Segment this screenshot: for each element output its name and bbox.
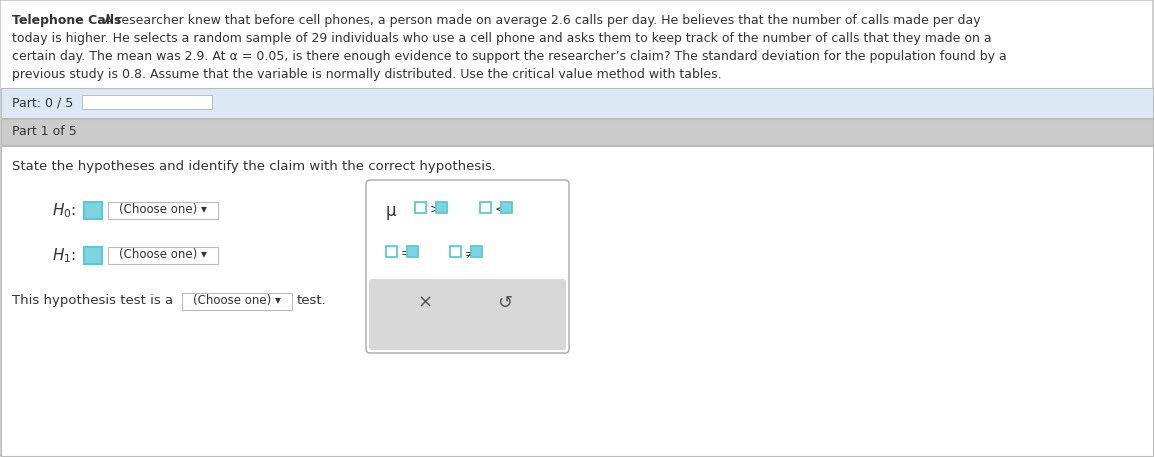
Bar — [182, 293, 292, 310]
Bar — [1, 88, 1153, 118]
Bar — [385, 246, 397, 257]
Bar — [501, 202, 512, 213]
Text: certain day. The mean was 2.9. At α = 0.05, is there enough evidence to support : certain day. The mean was 2.9. At α = 0.… — [12, 50, 1006, 63]
Text: today is higher. He selects a random sample of 29 individuals who use a cell pho: today is higher. He selects a random sam… — [12, 32, 991, 45]
Bar — [480, 202, 490, 213]
Bar — [471, 246, 482, 257]
Text: previous study is 0.8. Assume that the variable is normally distributed. Use the: previous study is 0.8. Assume that the v… — [12, 68, 721, 81]
Text: μ: μ — [385, 202, 397, 220]
Text: Part: 0 / 5: Part: 0 / 5 — [12, 96, 73, 109]
Text: ↺: ↺ — [497, 294, 512, 312]
Text: (Choose one) ▾: (Choose one) ▾ — [193, 294, 280, 307]
Text: test.: test. — [297, 294, 327, 307]
Text: State the hypotheses and identify the claim with the correct hypothesis.: State the hypotheses and identify the cl… — [12, 160, 496, 173]
Bar — [108, 202, 218, 219]
Text: Telephone Calls: Telephone Calls — [12, 14, 121, 27]
Text: $H_0$:: $H_0$: — [52, 201, 76, 220]
Text: (Choose one) ▾: (Choose one) ▾ — [119, 248, 207, 261]
Text: =: = — [400, 247, 412, 260]
Bar — [415, 202, 426, 213]
Text: <: < — [495, 203, 505, 216]
FancyBboxPatch shape — [366, 180, 569, 353]
Text: >: > — [430, 203, 441, 216]
Text: ×: × — [418, 294, 433, 312]
Bar — [407, 246, 418, 257]
FancyBboxPatch shape — [369, 279, 565, 350]
Text: ≠: ≠ — [465, 247, 475, 260]
Bar — [450, 246, 460, 257]
Bar — [84, 247, 102, 264]
Bar — [108, 247, 218, 264]
Bar — [82, 95, 212, 109]
Bar — [1, 119, 1153, 145]
Text: A researcher knew that before cell phones, a person made on average 2.6 calls pe: A researcher knew that before cell phone… — [100, 14, 981, 27]
Bar — [1, 146, 1153, 456]
Text: Part 1 of 5: Part 1 of 5 — [12, 125, 77, 138]
Bar — [436, 202, 447, 213]
Text: This hypothesis test is a: This hypothesis test is a — [12, 294, 173, 307]
Text: $H_1$:: $H_1$: — [52, 246, 76, 265]
Bar — [84, 202, 102, 219]
Text: (Choose one) ▾: (Choose one) ▾ — [119, 203, 207, 216]
